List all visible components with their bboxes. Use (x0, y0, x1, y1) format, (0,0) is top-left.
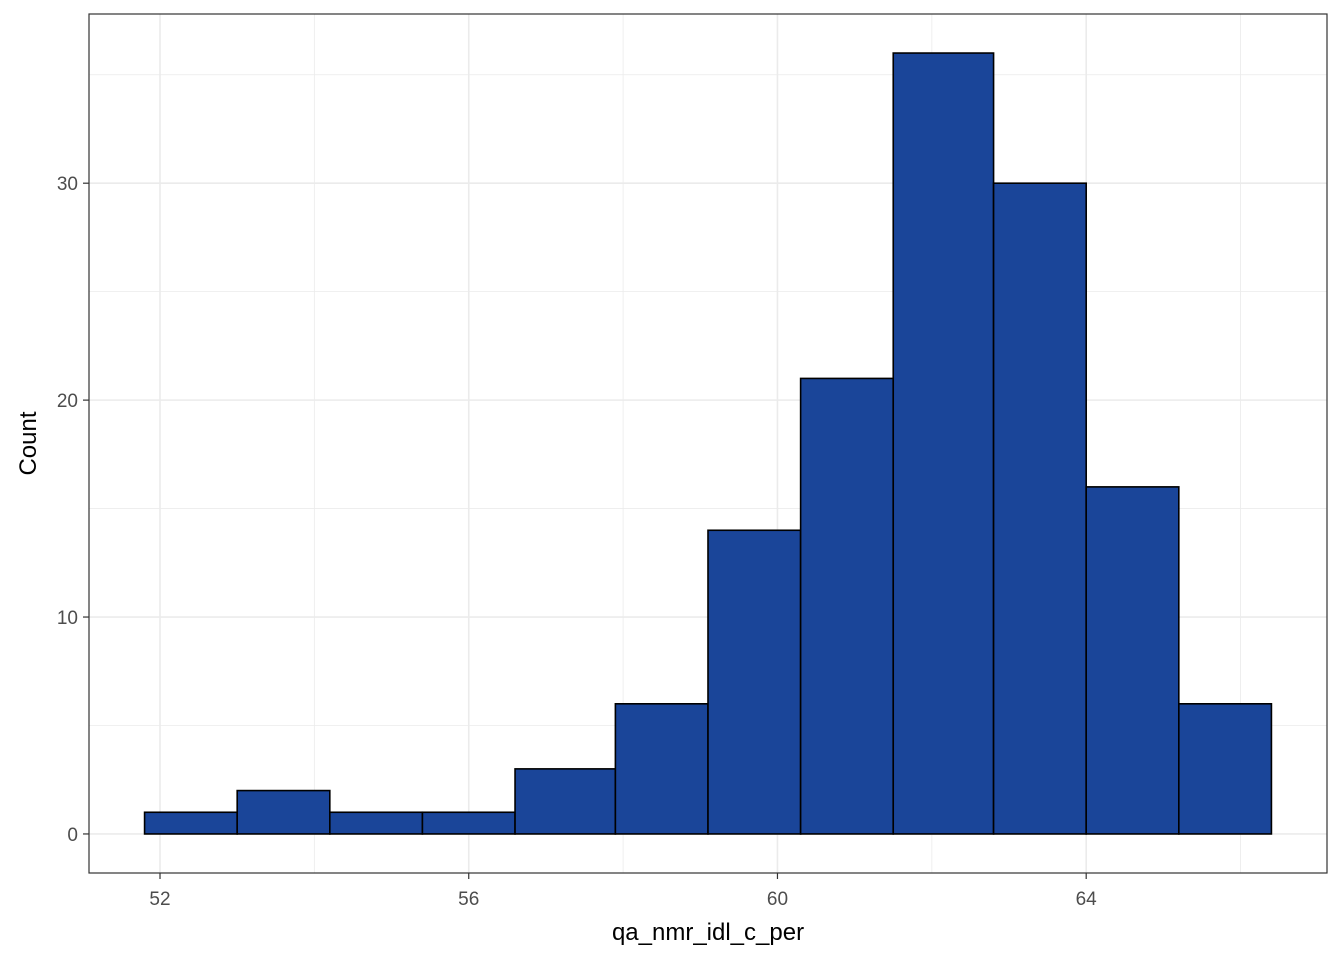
histogram-bar (614, 703, 709, 835)
y-tick-label: 10 (57, 608, 78, 629)
x-tick-label: 52 (149, 889, 170, 910)
x-axis-title: qa_nmr_idl_c_per (612, 919, 804, 946)
y-axis-title: Count (15, 411, 42, 475)
histogram-bar (143, 811, 238, 835)
y-tick-label: 0 (67, 825, 78, 846)
histogram-bars (143, 52, 1273, 835)
x-tick-label: 56 (458, 889, 479, 910)
x-axis-ticks: 52 56 60 64 (149, 873, 1097, 910)
y-tick-label: 20 (57, 391, 78, 412)
y-axis-ticks: 0 10 20 30 (57, 174, 89, 846)
histogram-bar (992, 182, 1087, 835)
panel-border (88, 13, 1328, 874)
histogram-bar (799, 377, 895, 835)
histogram-bar (1085, 486, 1180, 835)
histogram-bar (421, 811, 516, 835)
histogram-bar (892, 52, 995, 835)
histogram-bar (1178, 703, 1273, 835)
x-tick-label: 64 (1076, 889, 1098, 910)
histogram-bar (514, 768, 617, 835)
x-tick-label: 60 (767, 889, 788, 910)
histogram-bar (236, 789, 331, 835)
y-tick-label: 30 (57, 174, 78, 195)
histogram-bar (707, 529, 802, 835)
histogram-bar (329, 811, 424, 835)
